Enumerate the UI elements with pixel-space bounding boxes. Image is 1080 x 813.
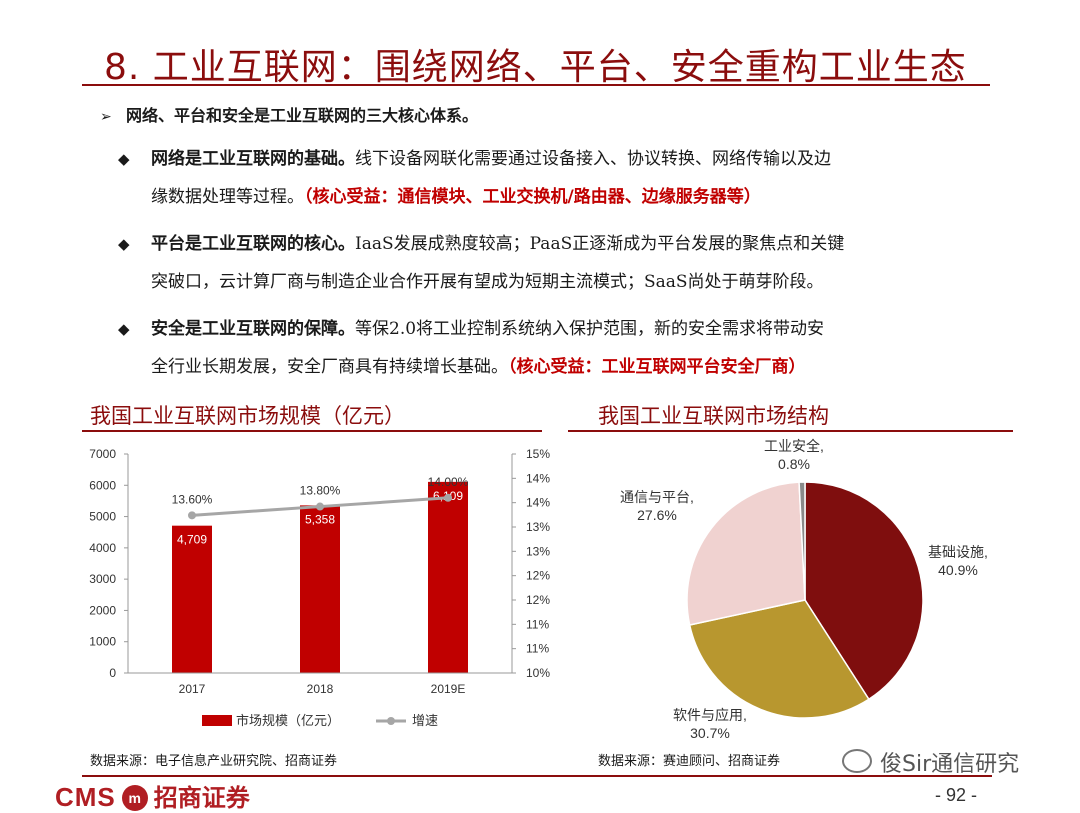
watermark: 俊Sir通信研究 — [842, 746, 1019, 778]
legend-label: 增速 — [412, 713, 438, 728]
legend-label: 市场规模（亿元） — [236, 713, 340, 728]
y2-tick-label: 13% — [526, 520, 550, 534]
bullet-highlight: （核心受益：通信模块、工业交换机/路由器、边缘服务器等） — [304, 187, 761, 207]
x-tick-label: 2018 — [307, 682, 334, 696]
pie-slice — [798, 481, 806, 601]
bullet-highlight: （核心受益：工业互联网平台安全厂商） — [508, 357, 806, 377]
wechat-icon — [842, 749, 872, 773]
bullet-platform: ◆ 平台是工业互联网的核心。IaaS发展成熟度较高；PaaS正逐渐成为平台发展的… — [118, 225, 998, 301]
bullet-security: ◆ 安全是工业互联网的保障。等保2.0将工业控制系统纳入保护范围，新的安全需求将… — [118, 310, 998, 386]
bar-data-label: 5,358 — [305, 512, 335, 526]
growth-point — [188, 511, 196, 520]
market-size-divider — [82, 430, 542, 432]
y-tick-label: 2000 — [89, 603, 116, 617]
bullet-heading: 安全是工业互联网的保障。 — [151, 319, 355, 339]
market-structure-pie: 基础设施, 40.9% 软件与应用, 30.7% 通信与平台, 27.6% 工业安全, 0.8… — [620, 438, 988, 741]
y-tick-label: 1000 — [89, 635, 116, 649]
logo-en: CMS — [55, 782, 116, 812]
growth-data-label: 13.80% — [300, 484, 341, 498]
bar — [172, 525, 212, 673]
y2-tick-label: 14% — [526, 471, 550, 485]
growth-data-label: 14.00% — [428, 475, 469, 489]
bar-data-label: 4,709 — [177, 533, 207, 547]
y2-tick-label: 12% — [526, 593, 550, 607]
diamond-bullet-icon: ◆ — [118, 320, 130, 338]
y2-tick-label: 10% — [526, 666, 550, 680]
bullet-text: 等保2.0将工业控制系统纳入保护范围，新的安全需求将带动安 — [355, 319, 825, 339]
page-title: 8. 工业互联网：围绕网络、平台、安全重构工业生态 — [104, 47, 967, 88]
market-structure-title: 我国工业互联网市场结构 — [598, 404, 829, 428]
y-tick-label: 4000 — [89, 541, 116, 555]
bullet-heading: 平台是工业互联网的核心。 — [151, 234, 355, 254]
bullet-heading: 网络是工业互联网的基础。 — [151, 149, 355, 169]
x-tick-label: 2017 — [179, 682, 206, 696]
pie-slice-percent: 0.8% — [778, 456, 810, 472]
y2-tick-label: 12% — [526, 569, 550, 583]
chart-legend: 市场规模（亿元） 增速 — [202, 713, 438, 728]
bullet-text: 全行业长期发展，安全厂商具有持续增长基础。 — [151, 357, 508, 377]
pie-slice-percent: 40.9% — [938, 562, 978, 578]
y2-tick-label: 15% — [526, 447, 550, 461]
logo-badge-icon: m — [121, 785, 148, 811]
pie-slice — [686, 481, 806, 626]
bullet-text: 缘数据处理等过程。 — [151, 187, 304, 207]
pie-slice-percent: 27.6% — [637, 507, 677, 523]
bar — [428, 481, 468, 673]
diamond-bullet-icon: ◆ — [118, 235, 130, 253]
logo-cn: 招商证券 — [153, 784, 250, 812]
right-y-axis: 10% 11% 11% 12% 12% 13% 13% 14% 14% 15% — [511, 447, 550, 680]
pie-slice-label: 通信与平台, — [620, 489, 694, 505]
intro-text: 网络、平台和安全是工业互联网的三大核心体系。 — [126, 106, 479, 125]
market-size-title: 我国工业互联网市场规模（亿元） — [90, 404, 405, 428]
x-tick-label: 2019E — [431, 682, 466, 696]
footer-divider — [82, 775, 992, 777]
pie-slice-label: 工业安全, — [764, 438, 824, 454]
bullet-text: IaaS发展成熟度较高；PaaS正逐渐成为平台发展的聚焦点和关键 — [355, 234, 845, 254]
bar — [300, 505, 340, 673]
pie-slice-label: 软件与应用, — [673, 707, 747, 723]
growth-point — [316, 502, 324, 511]
arrow-bullet-icon: ➢ — [100, 109, 112, 125]
bullet-text: 突破口，云计算厂商与制造企业合作开展有望成为短期主流模式；SaaS尚处于萌芽阶段… — [151, 272, 824, 292]
growth-point — [444, 493, 452, 502]
title-divider — [82, 84, 990, 86]
y-tick-label: 5000 — [89, 510, 116, 524]
x-axis: 2017 2018 2019E — [128, 672, 512, 696]
pie-slice-label: 基础设施, — [928, 544, 988, 560]
legend-swatch-marker — [387, 717, 395, 725]
bullet-text: 线下设备网联化需要通过设备接入、协议转换、网络传输以及边 — [355, 149, 831, 169]
company-logo: CMS m 招商证券 — [55, 778, 250, 813]
page-number: - 92 - — [935, 785, 978, 805]
growth-data-label: 13.60% — [172, 492, 213, 506]
legend-swatch-bar — [202, 715, 232, 726]
y-tick-label: 3000 — [89, 572, 116, 586]
y-tick-label: 7000 — [89, 447, 116, 461]
watermark-text: 俊Sir通信研究 — [880, 752, 1020, 777]
y-tick-label: 0 — [109, 666, 116, 680]
market-structure-source: 数据来源：赛迪顾问、招商证券 — [598, 754, 781, 769]
market-size-source: 数据来源：电子信息产业研究院、招商证券 — [90, 754, 338, 769]
y2-tick-label: 11% — [526, 642, 549, 656]
left-y-axis: 0 1000 2000 3000 4000 5000 6000 7000 — [89, 447, 129, 680]
bullet-network: ◆ 网络是工业互联网的基础。线下设备网联化需要通过设备接入、协议转换、网络传输以… — [118, 140, 998, 216]
y2-tick-label: 13% — [526, 544, 550, 558]
intro-line: ➢ 网络、平台和安全是工业互联网的三大核心体系。 — [100, 102, 478, 126]
pie-slice — [688, 599, 870, 719]
pie-slice-percent: 30.7% — [690, 725, 730, 741]
y2-tick-label: 11% — [526, 617, 549, 631]
diamond-bullet-icon: ◆ — [118, 150, 130, 168]
y-tick-label: 6000 — [89, 478, 116, 492]
growth-line-series: 13.60% 13.80% 14.00% — [172, 475, 469, 520]
market-structure-divider — [568, 430, 1013, 432]
y2-tick-label: 14% — [526, 496, 550, 510]
